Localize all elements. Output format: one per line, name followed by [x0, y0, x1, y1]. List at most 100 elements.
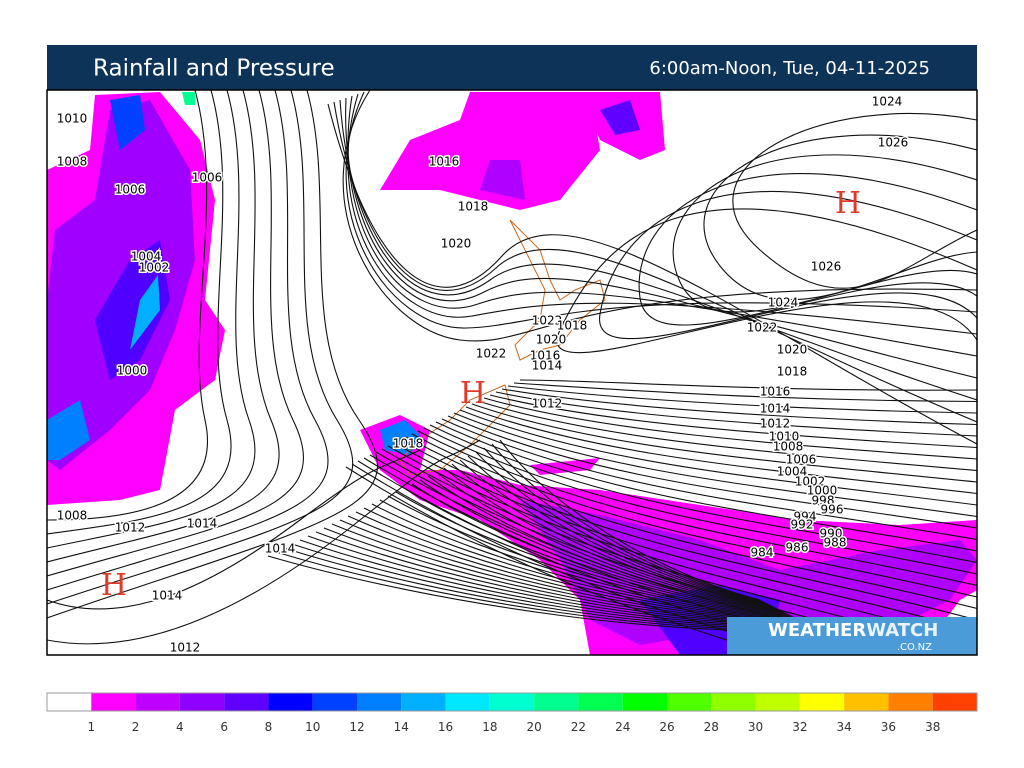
isobar: [672, 154, 977, 313]
isobar-label: 1020: [441, 237, 472, 251]
isobar: [491, 443, 763, 602]
isobar-label: 1000: [117, 364, 148, 378]
isobar: [513, 382, 977, 403]
colorbar-label: 4: [176, 720, 184, 734]
isobar-label: 1006: [786, 453, 817, 467]
isobar: [47, 90, 304, 577]
isobar: [495, 391, 977, 437]
isobar: [379, 499, 791, 616]
colorbar-swatch: [268, 693, 313, 711]
high-pressure-label: H: [835, 186, 861, 221]
isobar-label: 988: [824, 536, 847, 550]
logo-box: [727, 617, 977, 655]
map-frame: [46, 89, 978, 656]
isobar: [453, 412, 977, 518]
isobar: [357, 460, 840, 655]
colorbar-swatch: [888, 693, 933, 711]
isobar-label: 1022: [747, 321, 778, 335]
isobar: [363, 507, 795, 618]
rain-area: [95, 240, 170, 380]
isobar: [443, 467, 775, 608]
isobar: [47, 90, 329, 591]
isobar-label: 1014: [760, 402, 791, 416]
isobar: [703, 134, 977, 301]
isobar: [465, 406, 977, 495]
colorbar-swatch: [711, 693, 756, 711]
colorbar-swatch: [91, 693, 136, 711]
colorbar-label: 24: [615, 720, 630, 734]
isobar: [47, 449, 421, 610]
logo-brand-b: WATCH: [866, 620, 938, 641]
colorbar-label: 12: [349, 720, 364, 734]
isobar-label: 1008: [57, 509, 88, 523]
isobar-label: 1016: [530, 349, 561, 363]
logo-text: WEATHERWATCH: [768, 620, 938, 641]
colorbar-label: 26: [659, 720, 674, 734]
isobar: [435, 471, 777, 609]
colorbar-swatch: [622, 693, 667, 711]
rain-area: [130, 275, 160, 350]
isobar-label: 1014: [532, 359, 563, 373]
isobar-label: 1014: [265, 542, 296, 556]
isobar-label: 1004: [131, 250, 162, 264]
colorbar-swatch: [799, 693, 845, 711]
isobar-label: 1016: [429, 155, 460, 169]
isobar-label: 1008: [773, 440, 804, 454]
colorbar: 1 2 4 6 8 10 12 14 16 18 20 22 24 26 28 30 32 34 36 38: [46, 692, 978, 734]
colorbar-label: 10: [305, 720, 320, 734]
isobar: [387, 495, 789, 615]
south-island: [399, 384, 511, 476]
colorbar-label: 34: [837, 720, 852, 734]
colorbar-label: 30: [748, 720, 763, 734]
isobar: [417, 430, 977, 587]
isobar-label: 1024: [872, 95, 903, 109]
header-time: 6:00am-Noon, Tue, 04-11-2025: [649, 58, 930, 79]
isobar: [471, 403, 977, 483]
isobar-label: 986: [786, 541, 809, 555]
colorbar-label: 28: [704, 720, 719, 734]
colorbar-swatch: [445, 693, 490, 711]
isobar: [435, 421, 977, 552]
isobar-label: 1026: [811, 260, 842, 274]
isobar-label: 1018: [458, 200, 489, 214]
rain-area: [530, 458, 600, 475]
isobar: [47, 439, 481, 645]
isobar-label: 1012: [532, 397, 563, 411]
isobar: [345, 466, 777, 655]
isobar: [47, 90, 256, 549]
isobar: [347, 515, 799, 620]
rain-area: [182, 92, 195, 105]
isobar: [355, 511, 797, 619]
rain-area: [600, 100, 640, 135]
isobar-label: 996: [821, 503, 844, 517]
colorbar-swatch: [844, 693, 889, 711]
colorbar-swatch: [489, 693, 535, 711]
isobar-label: 1000: [807, 484, 838, 498]
colorbar-label: 14: [394, 720, 409, 734]
header-bar: [47, 45, 977, 90]
isobar: [441, 418, 977, 541]
colorbar-label: 32: [792, 720, 807, 734]
isobar-label: 1020: [536, 333, 567, 347]
rain-area: [110, 95, 145, 150]
isobar: [475, 451, 767, 604]
isobar-label: 1018: [557, 319, 588, 333]
colorbar-label: 20: [527, 720, 542, 734]
isobar-label: 1016: [760, 385, 791, 399]
isobar: [419, 479, 781, 611]
rain-area: [380, 92, 600, 210]
high-pressure-label: H: [101, 568, 127, 603]
isobar: [411, 483, 783, 612]
colorbar-label: 22: [571, 720, 586, 734]
isobar-label: 1008: [57, 155, 88, 169]
isobar: [333, 101, 977, 423]
isobar: [327, 103, 977, 445]
rain-area: [380, 420, 420, 455]
isobar: [47, 90, 378, 619]
isobar-label: 984: [751, 546, 774, 560]
colorbar-swatch: [357, 693, 402, 711]
high-pressure-label: H: [460, 376, 486, 411]
